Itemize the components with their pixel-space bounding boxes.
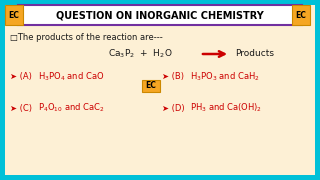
Text: $\mathrm{P_4O_{10}}$ and CaC$_2$: $\mathrm{P_4O_{10}}$ and CaC$_2$: [38, 102, 105, 114]
FancyBboxPatch shape: [142, 80, 160, 92]
Text: $\mathrm{PH_3}$ and Ca(OH)$_2$: $\mathrm{PH_3}$ and Ca(OH)$_2$: [190, 102, 262, 114]
Text: EC: EC: [296, 10, 307, 19]
Text: $\mathrm{H_3PO_4}$ and CaO: $\mathrm{H_3PO_4}$ and CaO: [38, 71, 104, 83]
Text: □The products of the reaction are---: □The products of the reaction are---: [10, 33, 163, 42]
Text: $\mathrm{H_3PO_3}$ and CaH$_2$: $\mathrm{H_3PO_3}$ and CaH$_2$: [190, 71, 260, 83]
Text: Products: Products: [235, 50, 274, 59]
Text: EC: EC: [9, 10, 20, 19]
Text: QUESTION ON INORGANIC CHEMISTRY: QUESTION ON INORGANIC CHEMISTRY: [56, 10, 264, 20]
Text: ➤ (B): ➤ (B): [162, 73, 187, 82]
FancyBboxPatch shape: [292, 5, 310, 25]
Text: $\mathrm{Ca_3P_2}$  +  $\mathrm{H_2O}$: $\mathrm{Ca_3P_2}$ + $\mathrm{H_2O}$: [108, 48, 172, 60]
FancyBboxPatch shape: [5, 5, 23, 25]
FancyBboxPatch shape: [18, 5, 302, 25]
Text: ➤ (C): ➤ (C): [10, 103, 35, 112]
Text: ➤ (A): ➤ (A): [10, 73, 35, 82]
Text: ➤ (D): ➤ (D): [162, 103, 187, 112]
Text: EC: EC: [146, 82, 156, 91]
